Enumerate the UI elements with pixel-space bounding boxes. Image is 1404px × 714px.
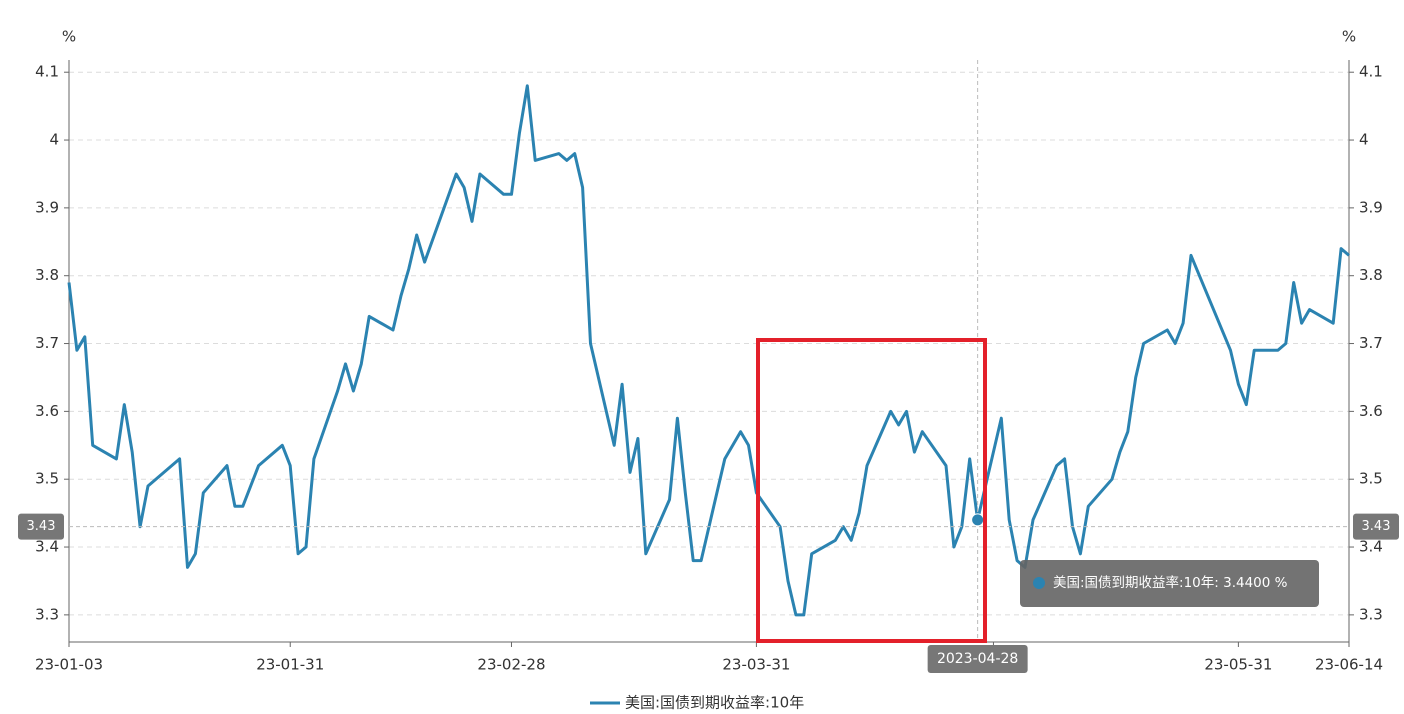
y2-unit: %: [1342, 28, 1356, 46]
line-series: [67, 84, 1350, 617]
y2-tick-label: 3.8: [1359, 266, 1383, 284]
x-tick-label: 23-01-03: [35, 656, 103, 674]
crosshair-x-badge: [927, 645, 1028, 673]
y2-tick-label: 3.4: [1359, 538, 1383, 556]
y2-tick-label: 3.6: [1359, 402, 1383, 420]
crosshair-y-badge: [18, 513, 64, 540]
crosshair-y2-label: 3.43: [1362, 519, 1391, 534]
y-tick-label: 4.1: [35, 63, 59, 81]
y-tick-label: 3.9: [35, 198, 59, 216]
y-tick-label: 3.3: [35, 605, 59, 623]
y-tick-label: 3.4: [35, 538, 59, 556]
crosshair-x-label: 2023-04-28: [937, 651, 1018, 667]
x-tick-label: 23-06-14: [1315, 656, 1383, 674]
y-tick-label: 4: [49, 131, 59, 149]
tooltip-box: [1020, 560, 1319, 607]
y2-tick-label: 4.1: [1359, 63, 1383, 81]
y-tick-label: 3.8: [35, 266, 59, 284]
y-tick-label: 3.6: [35, 402, 59, 420]
x-tick-label: 23-02-28: [477, 656, 545, 674]
crosshair-y-label: 3.43: [27, 519, 56, 534]
y-tick-label: 3.5: [35, 470, 59, 488]
x-tick-label: 23-05-31: [1204, 656, 1272, 674]
crosshair-y2-badge: [1353, 513, 1399, 540]
y2-tick-label: 3.7: [1359, 334, 1383, 352]
legend-label: 美国:国债到期收益率:10年: [625, 694, 804, 712]
y2-tick-label: 3.9: [1359, 198, 1383, 216]
x-tick-label: 23-03-31: [722, 656, 790, 674]
y-unit: %: [62, 28, 76, 46]
y-tick-label: 3.7: [35, 334, 59, 352]
x-tick-label: 23-01-31: [256, 656, 324, 674]
y2-tick-label: 3.5: [1359, 470, 1383, 488]
y2-tick-label: 4: [1359, 131, 1369, 149]
y2-tick-label: 3.3: [1359, 605, 1383, 623]
tooltip-dot: [1033, 577, 1045, 589]
hover-point: [971, 513, 985, 527]
tooltip-text: 美国:国债到期收益率:10年: 3.4400 %: [1053, 574, 1288, 591]
highlight-box: [756, 338, 987, 643]
